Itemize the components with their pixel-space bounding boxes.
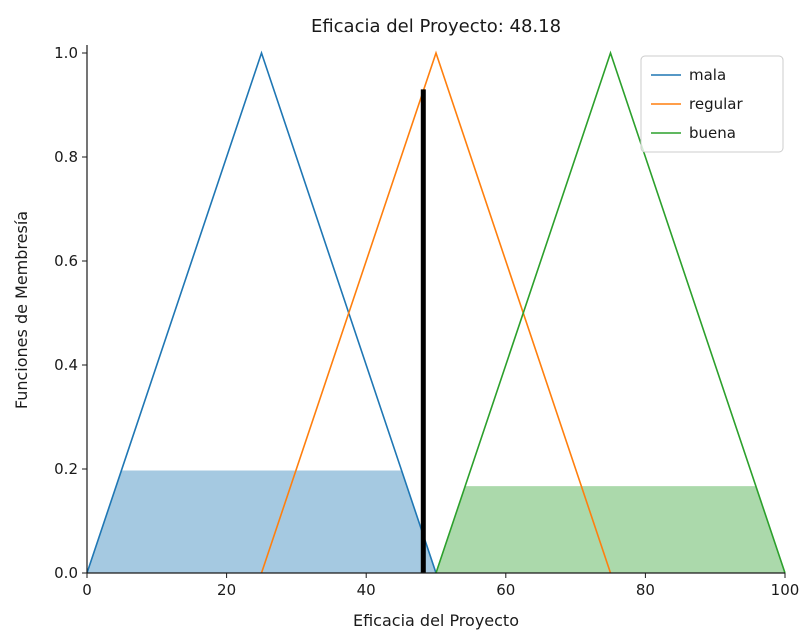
series-line-regular (260, 50, 612, 574)
x-tick-label: 60 (496, 581, 515, 599)
legend-frame (640, 55, 784, 153)
legend-label-mala: mala (689, 66, 726, 84)
y-tick-label: 0.4 (54, 356, 78, 374)
x-axis-label: Eficacia del Proyecto (353, 611, 519, 630)
x-tick-label: 40 (357, 581, 376, 599)
activation-areas (87, 470, 785, 573)
y-tick-label: 1.0 (54, 44, 78, 62)
axes (86, 45, 785, 574)
activation-area-mala (87, 470, 436, 573)
legend: mala regular buena (640, 55, 784, 153)
y-axis-label: Funciones de Membresía (12, 211, 31, 409)
series-line-mala (86, 50, 437, 574)
y-ticks: 0.0 0.2 0.4 0.6 0.8 1.0 (54, 44, 87, 582)
x-tick-label: 100 (771, 581, 800, 599)
x-tick-label: 80 (636, 581, 655, 599)
y-tick-label: 0.0 (54, 564, 78, 582)
chart-title: Eficacia del Proyecto: 48.18 (311, 16, 561, 37)
y-tick-label: 0.8 (54, 148, 78, 166)
series-line-buena (435, 50, 786, 574)
x-ticks: 0 20 40 60 80 100 (82, 573, 799, 599)
membership-series (86, 50, 786, 574)
x-tick-label: 0 (82, 581, 92, 599)
x-tick-label: 20 (217, 581, 236, 599)
legend-label-regular: regular (689, 95, 743, 113)
y-tick-label: 0.6 (54, 252, 78, 270)
y-tick-label: 0.2 (54, 460, 78, 478)
activation-area-buena (436, 486, 785, 573)
legend-label-buena: buena (689, 124, 736, 142)
